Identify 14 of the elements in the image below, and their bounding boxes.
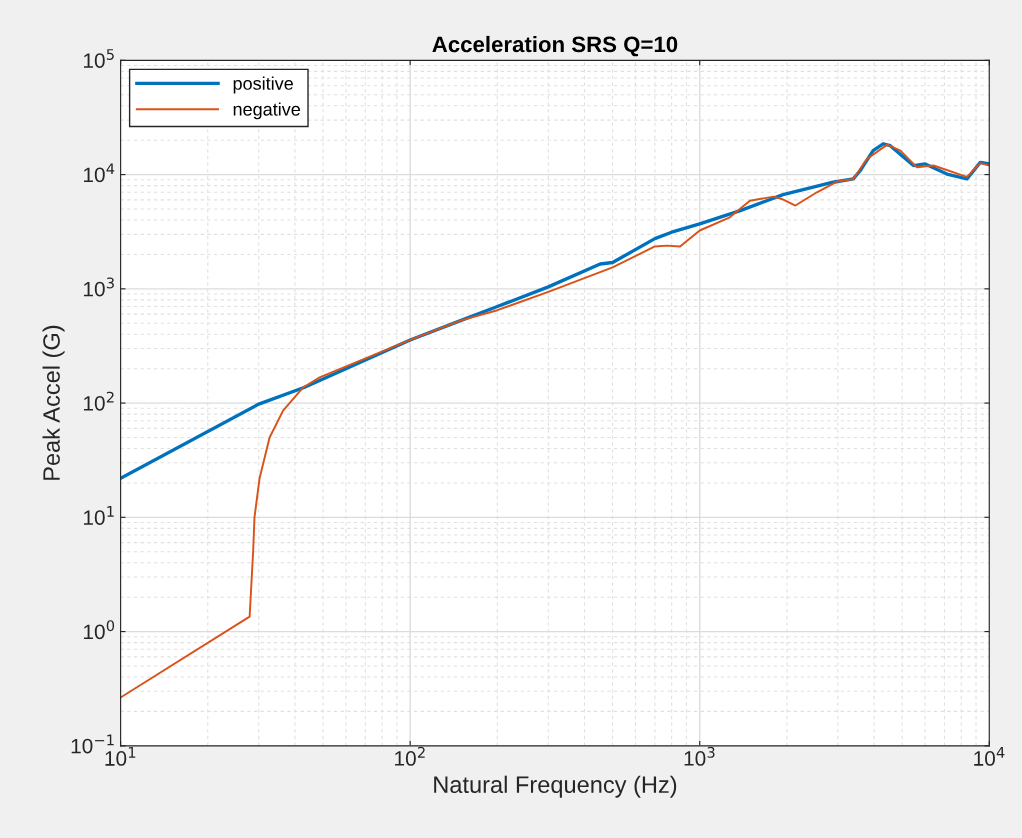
legend-label: negative [233,102,300,120]
y-axis-title: Peak Accel (G) [42,325,65,480]
x-tick-label: 10$^{3}$ [684,746,715,766]
y-tick-label: 10$^{1}$ [83,506,114,525]
legend-label: positive [233,76,293,94]
x-axis-title: Natural Frequency (Hz) [434,775,677,798]
y-tick-label: 10$^{3}$ [83,277,114,297]
chart-title: Acceleration SRS Q=10 [432,35,678,57]
y-tick-label: 10$^{4}$ [83,163,115,183]
y-tick-label: 10$^{5}$ [83,49,114,68]
y-tick-label: 10$^{0}$ [83,620,115,640]
x-tick-label: 10$^{2}$ [395,746,425,766]
x-tick-label: 10$^{4}$ [974,747,1005,766]
y-tick-label: 10$^{2}$ [83,391,114,411]
